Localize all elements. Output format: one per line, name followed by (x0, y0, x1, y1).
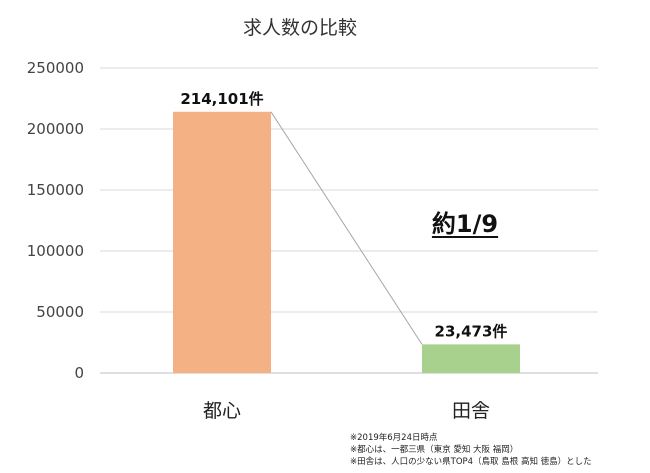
gridlines: 0 50000 100000 150000 200000 250000 (27, 59, 598, 382)
data-label: 214,101件 (180, 90, 263, 108)
bar-2 (422, 344, 520, 373)
ratio-annotation: 約1/9 (432, 210, 498, 238)
y-tick-label: 100000 (27, 242, 84, 260)
chart-title: 求人数の比較 (243, 17, 357, 39)
y-tick-label: 200000 (27, 120, 84, 138)
footnote-urban: ※都心は、一都三県（東京 愛知 大阪 福岡） (350, 445, 519, 455)
footnote-date: ※2019年6月24日時点 (350, 433, 438, 443)
y-tick-label: 0 (74, 364, 84, 382)
connector-line (270, 111, 423, 345)
y-tick-label: 50000 (36, 303, 84, 321)
category-label: 都心 (203, 400, 241, 422)
bar-1 (173, 111, 271, 373)
category-label: 田舎 (452, 400, 490, 422)
data-label: 23,473件 (435, 322, 508, 340)
y-tick-label: 150000 (27, 181, 84, 199)
footnote-rural: ※田舎は、人口の少ない県TOP4（鳥取 島根 高知 徳島）とした (350, 457, 592, 467)
y-tick-label: 250000 (27, 59, 84, 77)
